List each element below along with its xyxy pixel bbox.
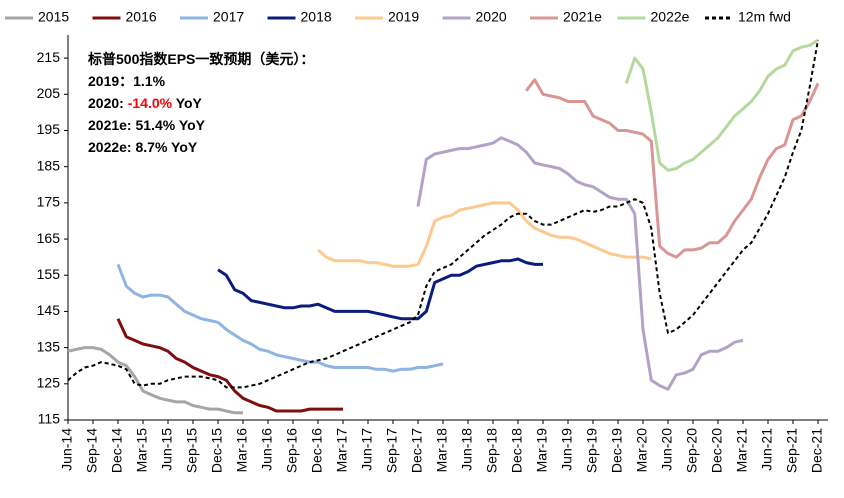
x-tick-label: Jun-21 [759,428,775,471]
x-tick-label: Dec-15 [209,428,225,473]
series-line [317,201,652,268]
x-tick-label: Mar-15 [134,428,150,473]
annotation-line: 标普500指数EPS一致预期（美元）： [87,51,314,67]
series-line [624,38,819,172]
series-line [116,318,343,413]
x-tick-label: Dec-18 [509,428,525,473]
legend-label: 2016 [126,9,157,25]
y-tick-label: 155 [37,266,61,282]
series-line [525,78,820,259]
x-tick-label: Mar-20 [634,428,650,473]
series-line [67,39,819,389]
annotation-line: 2021e: 51.4% YoY [88,117,206,133]
x-tick-label: Sep-14 [84,428,100,473]
y-tick-label: 195 [37,121,61,137]
annotation-line: 2020: -14.0% YoY [88,95,203,111]
x-tick-label: Mar-19 [534,428,550,473]
x-tick-label: Mar-17 [334,428,350,473]
y-tick-label: 115 [38,411,61,427]
x-tick-label: Sep-17 [384,428,400,473]
annotation-text: YoY [172,95,202,111]
x-tick-label: Sep-16 [284,428,300,473]
legend-label: 2019 [388,9,419,25]
series-line [116,263,444,373]
x-tick-label: Dec-16 [309,428,325,473]
legend-label: 12m fwd [738,9,791,25]
annotation-text: 2019：1.1% [88,73,166,89]
y-tick-label: 215 [37,49,61,65]
legend-label: 2015 [38,9,69,25]
x-tick-label: Dec-14 [109,428,125,473]
x-tick-label: Jun-18 [459,428,475,471]
series-line [416,136,744,391]
y-tick-label: 145 [37,302,61,318]
x-tick-label: Sep-21 [784,428,800,473]
x-tick-label: Dec-20 [709,428,725,473]
x-tick-label: Sep-15 [184,428,200,473]
y-tick-label: 125 [37,375,61,391]
series-line [217,257,543,321]
annotation-text: -14.0% [128,95,173,111]
annotation-text: 2020: [88,95,128,111]
x-tick-label: Jun-19 [559,428,575,471]
x-tick-label: Jun-15 [159,428,175,471]
x-tick-label: Sep-19 [584,428,600,473]
x-tick-label: Sep-18 [484,428,500,473]
x-tick-label: Dec-17 [409,428,425,473]
legend-label: 2021e [563,9,602,25]
x-tick-label: Dec-21 [809,428,825,473]
y-tick-label: 185 [37,157,61,173]
x-tick-label: Mar-16 [234,428,250,473]
x-tick-label: Jun-17 [359,428,375,471]
legend-label: 2017 [213,9,244,25]
legend-label: 2020 [476,9,507,25]
x-tick-label: Dec-19 [609,428,625,473]
y-tick-label: 135 [37,338,61,354]
y-tick-label: 175 [37,194,61,210]
annotation-line: 2019：1.1% [88,73,166,89]
legend-label: 2022e [651,9,690,25]
annotation-text: 标普500指数EPS一致预期（美元）： [87,51,314,67]
annotation-line: 2022e: 8.7% YoY [88,139,198,155]
x-tick-label: Sep-20 [684,428,700,473]
annotation-text: 2022e: 8.7% YoY [88,139,198,155]
y-tick-label: 205 [37,85,61,101]
annotation-text: 2021e: 51.4% YoY [88,117,206,133]
x-tick-label: Jun-14 [59,428,75,471]
y-tick-label: 165 [37,230,61,246]
x-tick-label: Mar-21 [734,428,750,473]
annotation-box: 标普500指数EPS一致预期（美元）： 2019：1.1% 2020: -14.0%… [87,51,314,155]
x-tick-label: Jun-20 [659,428,675,471]
series-line [67,346,243,415]
x-tick-label: Mar-18 [434,428,450,473]
x-tick-label: Jun-16 [259,428,275,471]
legend-label: 2018 [301,9,332,25]
